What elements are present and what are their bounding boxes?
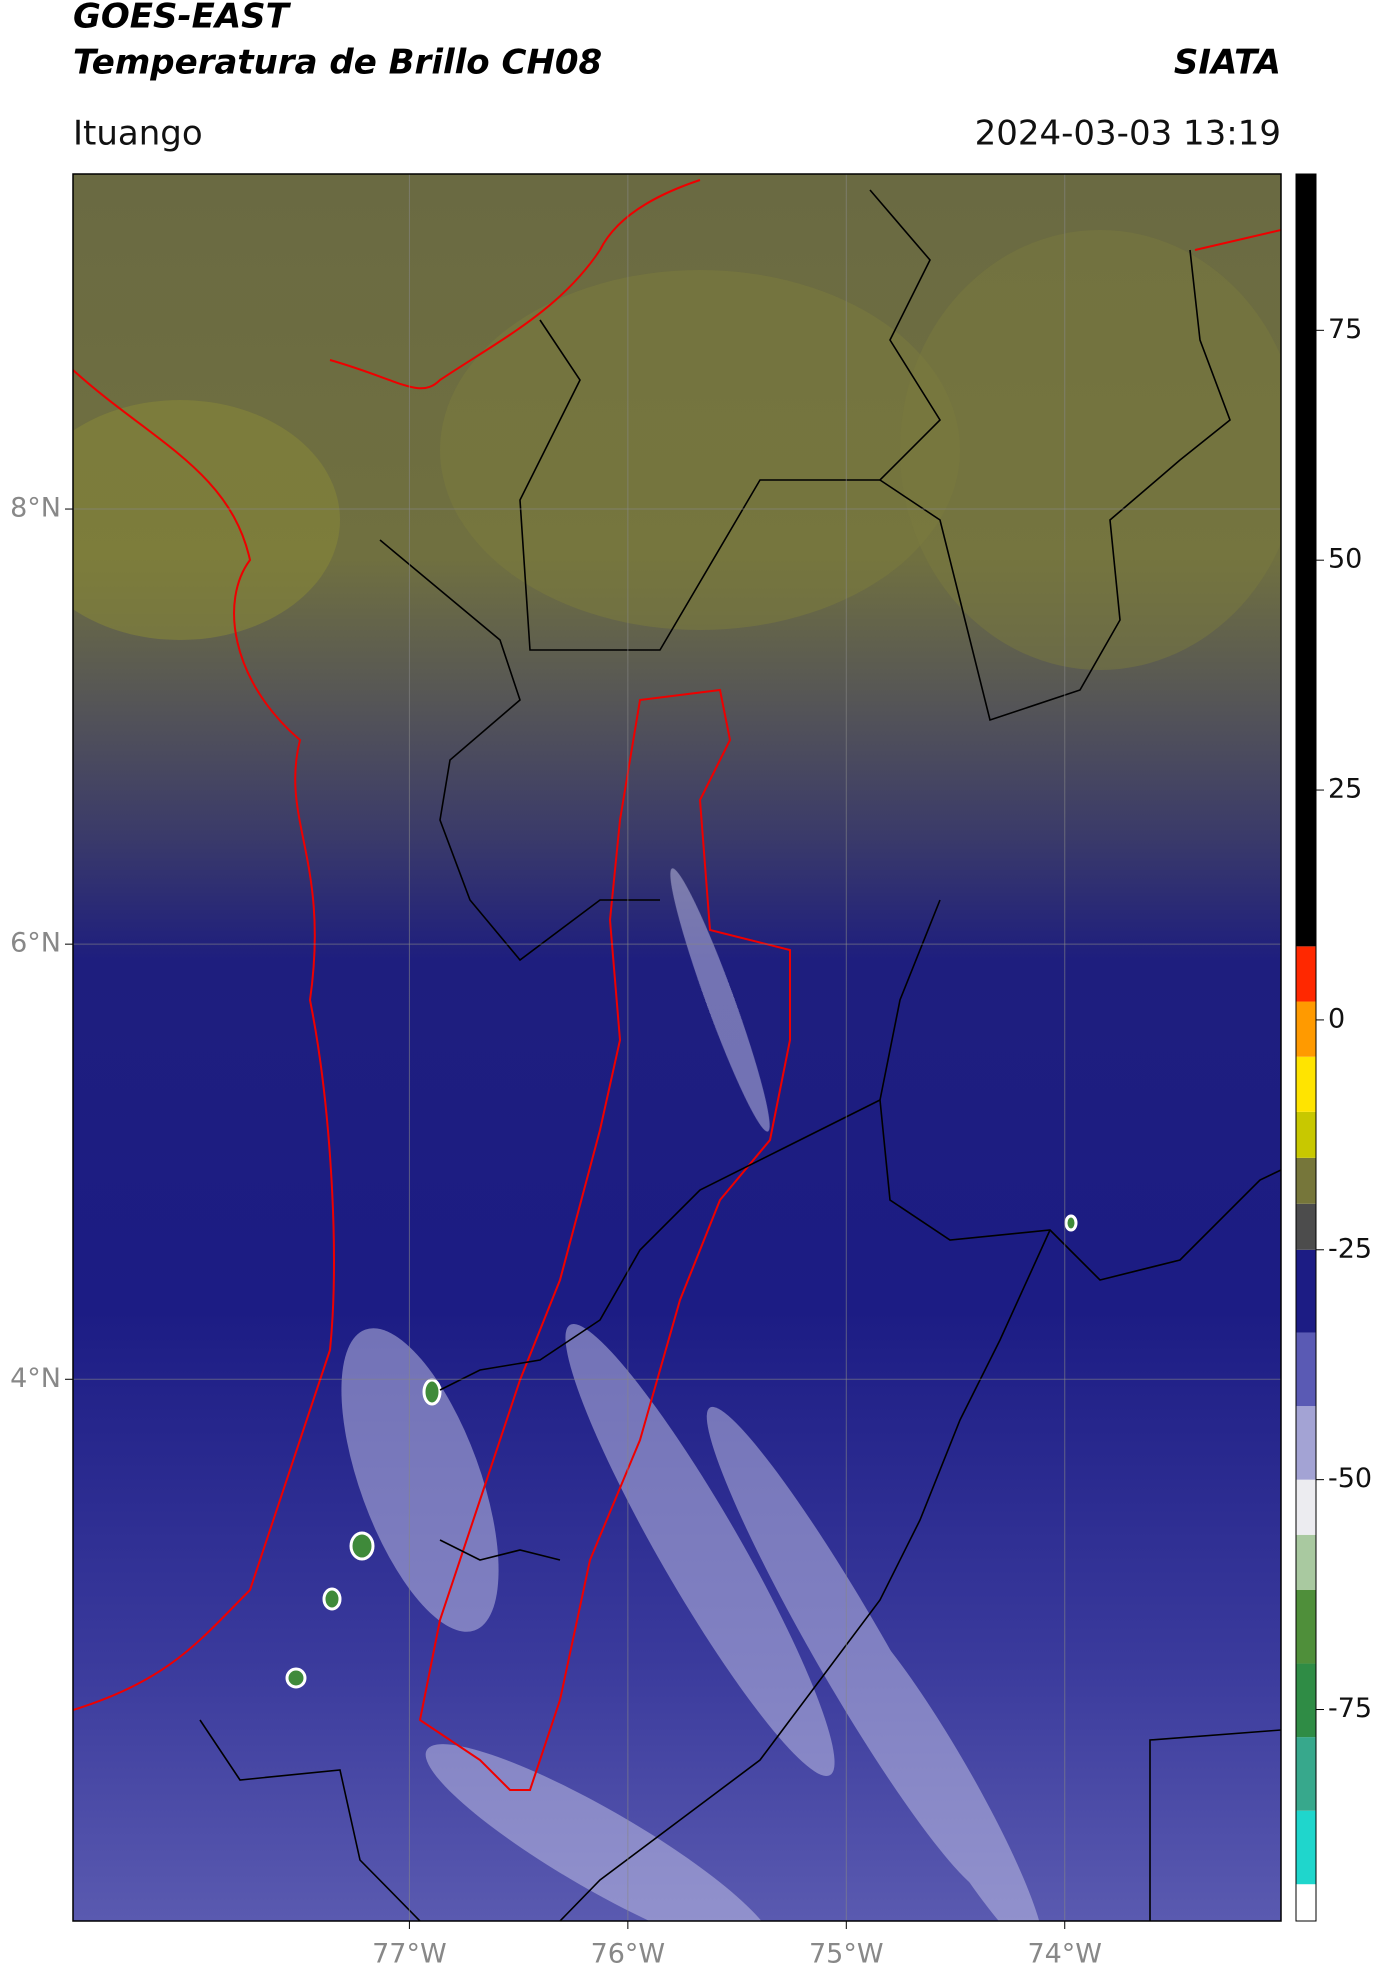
warm-area [73,400,340,640]
boundary-black [199,189,1281,1921]
x-tick-label: 77°W [372,1939,447,1970]
x-tick-label: 74°W [1027,1939,1102,1970]
cold-streaks [341,868,1044,1921]
colorbar-tick-label: -50 [1328,1463,1372,1494]
colorbar-segment [1296,1001,1316,1057]
colorbar-segment [1296,946,1316,1002]
colorbar-tick-label: -75 [1328,1693,1372,1724]
warm-area [900,230,1281,670]
x-tick-label: 76°W [591,1939,666,1970]
colorbar-segment [1296,1534,1316,1590]
colorbar-tick-label: -25 [1328,1233,1372,1264]
cold-cores [285,1214,1078,1689]
colorbar-segment [1296,1111,1316,1158]
colorbar-segment [1296,1663,1316,1738]
colorbar-segment [1296,1406,1316,1480]
colorbar-tick-label: 75 [1328,314,1362,345]
colorbar-frame [1295,173,1317,1922]
x-tick-label: 75°W [809,1939,884,1970]
title: GOES-EAST [73,0,292,37]
colorbar-tick-label: 25 [1328,774,1362,805]
subtitle: Temperatura de Brillo CH08 [73,43,602,83]
colorbar-tick-label: 50 [1328,544,1362,575]
colorbar-segment [1296,1249,1316,1333]
colorbar-segment [1296,1884,1316,1921]
region: Ituango [73,114,203,154]
colorbar-segment [1296,1810,1316,1885]
colorbar-tick-label: 0 [1328,1003,1345,1034]
colorbar-segment [1296,1479,1316,1535]
source: SIATA [1174,43,1281,83]
map-frame [72,173,1282,1922]
boundary-red [73,179,1281,1791]
colorbar-segment [1296,1157,1316,1204]
colorbar-segment [1296,1056,1316,1112]
datetime: 2024-03-03 13:19 [975,114,1281,154]
y-tick-label: 6°N [10,928,61,959]
imagery [73,174,1281,1921]
y-tick-label: 8°N [10,493,61,524]
warm-area [440,270,960,630]
colorbar-segment [1296,174,1316,947]
colorbar-segment [1296,1589,1316,1664]
y-tick-label: 4°N [10,1363,61,1394]
colorbar-segment [1296,1203,1316,1250]
colorbar-segment [1296,1737,1316,1811]
colorbar-segment [1296,1332,1316,1407]
